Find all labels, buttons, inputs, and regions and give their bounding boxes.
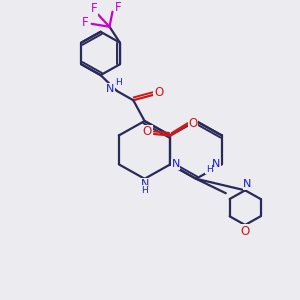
Text: H: H (115, 78, 122, 87)
Text: F: F (115, 1, 122, 14)
Text: O: O (189, 116, 198, 130)
Text: H: H (141, 186, 148, 195)
Text: O: O (241, 225, 250, 238)
Text: N: N (212, 159, 220, 169)
Text: O: O (143, 125, 152, 138)
Text: N: N (172, 159, 180, 169)
Text: N: N (243, 179, 252, 189)
Text: N: N (106, 84, 115, 94)
Text: H: H (206, 165, 213, 174)
Text: F: F (82, 16, 88, 29)
Text: O: O (154, 86, 163, 99)
Text: F: F (90, 2, 97, 15)
Text: N: N (140, 179, 149, 189)
